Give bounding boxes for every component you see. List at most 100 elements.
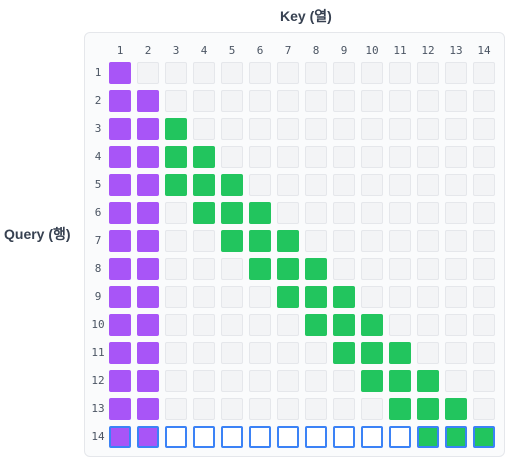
cell-empty	[333, 230, 355, 252]
cell-sink	[137, 230, 159, 252]
cell-empty	[445, 342, 467, 364]
cell-window	[445, 398, 467, 420]
row-label: 4	[94, 150, 102, 163]
cell-window	[193, 146, 215, 168]
cell-empty	[193, 342, 215, 364]
cell-sink	[137, 90, 159, 112]
row-label: 12	[91, 374, 105, 387]
cell-window	[193, 202, 215, 224]
cell-empty	[445, 202, 467, 224]
cell-empty	[361, 426, 383, 448]
row-label: 10	[91, 318, 105, 331]
cell-window	[417, 370, 439, 392]
cell-window	[249, 258, 271, 280]
cell-empty	[193, 62, 215, 84]
cell-empty	[277, 174, 299, 196]
cell-empty	[249, 398, 271, 420]
cell-empty	[473, 146, 495, 168]
cell-empty	[389, 426, 411, 448]
cell-empty	[333, 146, 355, 168]
query-axis-title: Query (행)	[4, 226, 71, 242]
cell-empty	[221, 62, 243, 84]
cell-empty	[445, 370, 467, 392]
cell-empty	[333, 370, 355, 392]
row-label: 14	[91, 430, 105, 443]
cell-empty	[361, 146, 383, 168]
cell-empty	[417, 314, 439, 336]
cell-window	[417, 398, 439, 420]
column-label: 14	[477, 44, 491, 57]
cell-window	[165, 174, 187, 196]
cell-empty	[193, 230, 215, 252]
cell-empty	[361, 62, 383, 84]
cell-empty	[249, 426, 271, 448]
cell-empty	[193, 426, 215, 448]
cell-empty	[305, 202, 327, 224]
cell-empty	[445, 174, 467, 196]
row-label: 9	[94, 290, 102, 303]
cell-sink	[137, 286, 159, 308]
cell-window	[165, 146, 187, 168]
cell-empty	[165, 342, 187, 364]
cell-empty	[389, 286, 411, 308]
cell-sink	[109, 258, 131, 280]
row-label: 6	[94, 206, 102, 219]
cell-empty	[445, 62, 467, 84]
cell-empty	[333, 202, 355, 224]
cell-empty	[361, 286, 383, 308]
column-label: 8	[312, 44, 320, 57]
row-label: 5	[94, 178, 102, 191]
cell-empty	[333, 426, 355, 448]
cell-sink	[137, 342, 159, 364]
column-label: 12	[421, 44, 435, 57]
cell-empty	[389, 118, 411, 140]
cell-empty	[333, 90, 355, 112]
column-label: 10	[365, 44, 379, 57]
cell-sink	[109, 146, 131, 168]
cell-empty	[389, 202, 411, 224]
cell-window	[389, 398, 411, 420]
cell-empty	[473, 286, 495, 308]
cell-sink	[137, 370, 159, 392]
key-axis-title: Key (열)	[280, 8, 332, 24]
cell-empty	[473, 314, 495, 336]
cell-empty	[277, 398, 299, 420]
cell-sink	[109, 342, 131, 364]
cell-empty	[333, 398, 355, 420]
cell-empty	[389, 62, 411, 84]
cell-empty	[417, 258, 439, 280]
cell-empty	[277, 90, 299, 112]
row-label: 7	[94, 234, 102, 247]
row-label: 8	[94, 262, 102, 275]
cell-window	[249, 202, 271, 224]
cell-empty	[445, 230, 467, 252]
cell-empty	[249, 314, 271, 336]
cell-sink	[109, 314, 131, 336]
cell-empty	[277, 118, 299, 140]
cell-empty	[417, 62, 439, 84]
cell-empty	[221, 398, 243, 420]
cell-empty	[305, 426, 327, 448]
cell-empty	[277, 62, 299, 84]
cell-empty	[361, 174, 383, 196]
cell-empty	[361, 398, 383, 420]
cell-empty	[389, 90, 411, 112]
cell-empty	[193, 118, 215, 140]
cell-empty	[249, 286, 271, 308]
column-label: 6	[256, 44, 264, 57]
cell-window	[165, 118, 187, 140]
cell-window	[193, 174, 215, 196]
cell-empty	[165, 398, 187, 420]
cell-window	[361, 314, 383, 336]
cell-empty	[249, 370, 271, 392]
cell-empty	[445, 118, 467, 140]
cell-window	[389, 370, 411, 392]
cell-empty	[165, 62, 187, 84]
row-label: 13	[91, 402, 105, 415]
cell-window	[277, 230, 299, 252]
cell-empty	[305, 90, 327, 112]
cell-empty	[165, 90, 187, 112]
row-label: 1	[94, 66, 102, 79]
column-label: 7	[284, 44, 292, 57]
cell-empty	[193, 314, 215, 336]
